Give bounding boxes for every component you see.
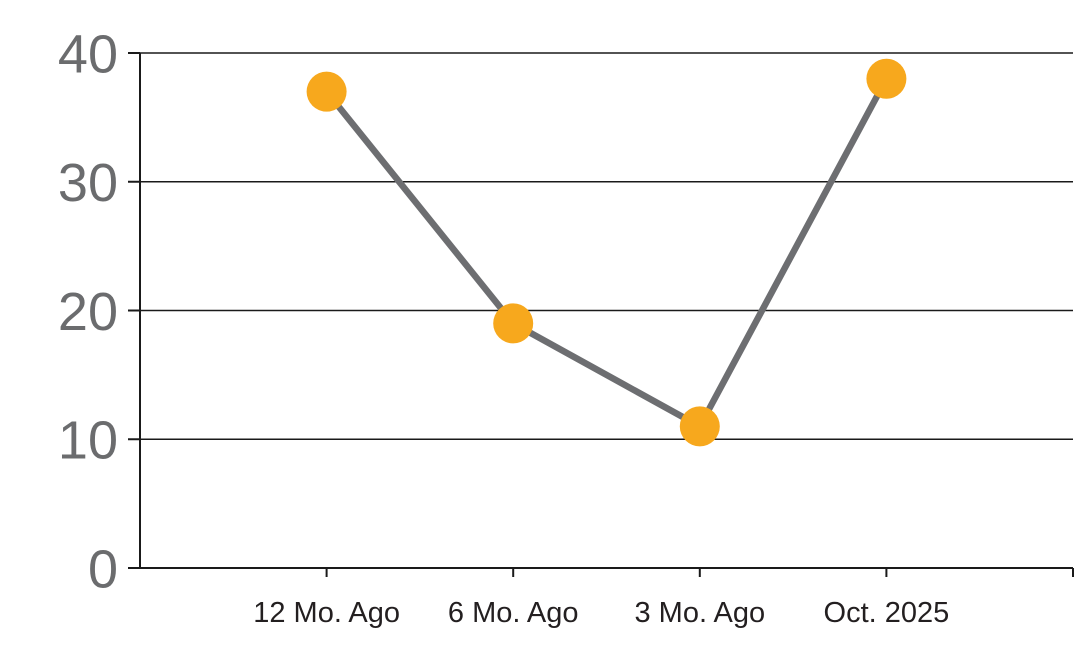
x-tick-label: 12 Mo. Ago [253, 597, 400, 629]
y-tick-label: 20 [58, 282, 118, 342]
y-tick-label: 0 [88, 539, 118, 599]
data-point [306, 71, 347, 112]
x-tick-label: Oct. 2025 [824, 597, 950, 629]
data-point [493, 303, 534, 344]
x-tick-label: 3 Mo. Ago [635, 597, 766, 629]
y-tick-label: 30 [58, 153, 118, 213]
series-line [323, 75, 890, 430]
data-point [679, 406, 720, 447]
y-tick-label: 40 [58, 24, 118, 84]
x-tick-label: 6 Mo. Ago [448, 597, 579, 629]
data-point [866, 58, 907, 99]
y-tick-label: 10 [58, 411, 118, 471]
